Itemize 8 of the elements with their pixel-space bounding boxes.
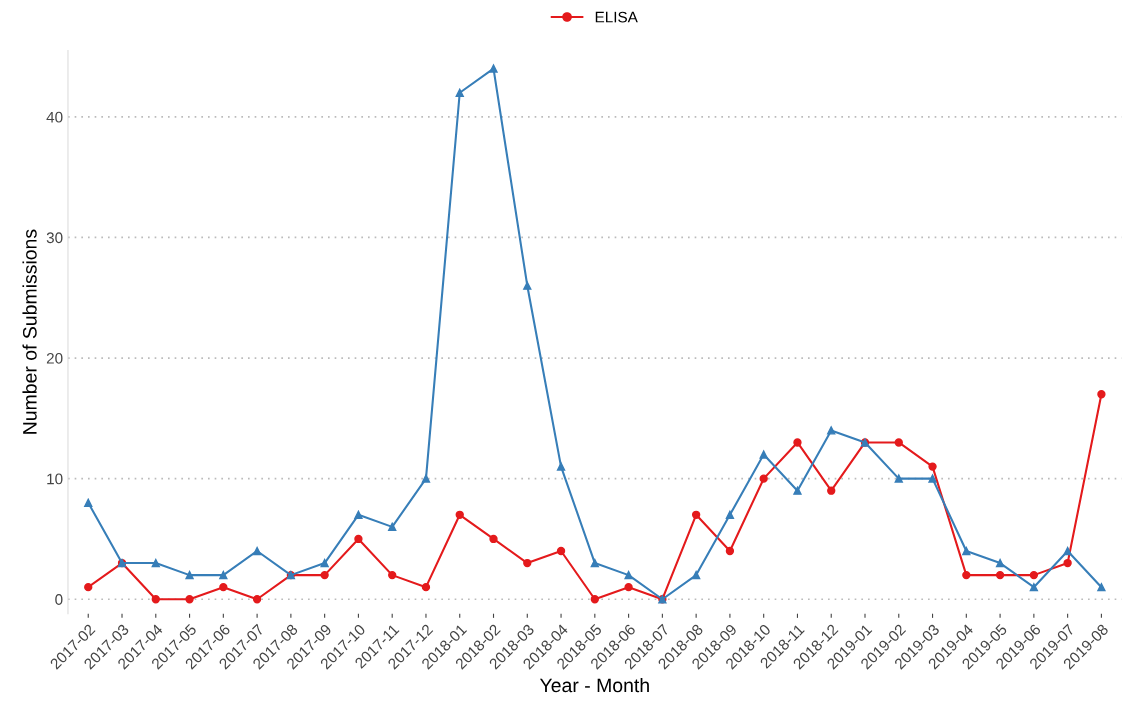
legend-label: ELISA xyxy=(595,11,638,23)
x-axis-title: Year - Month xyxy=(539,678,649,693)
y-tick-label: 0 xyxy=(55,594,63,605)
y-axis-title: Number of Submissions xyxy=(22,229,37,434)
y-tick-label: 10 xyxy=(47,473,63,485)
y-tick-label: 20 xyxy=(46,352,63,364)
y-tick-label: 30 xyxy=(46,232,63,244)
y-tick-label: 40 xyxy=(46,111,63,123)
